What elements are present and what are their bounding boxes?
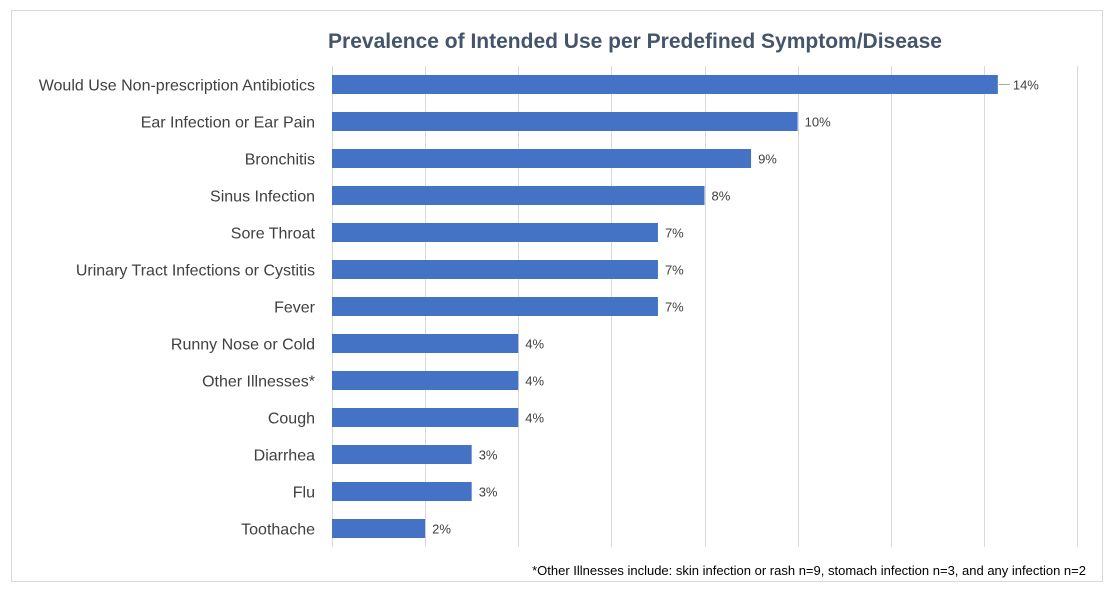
data-label: 8% bbox=[712, 189, 731, 204]
data-label: 7% bbox=[665, 300, 684, 315]
bar bbox=[332, 149, 752, 168]
data-label: 14% bbox=[1013, 78, 1039, 93]
data-label: 3% bbox=[479, 485, 498, 500]
bar bbox=[332, 260, 658, 279]
data-label: 4% bbox=[525, 411, 544, 426]
category-label: Fever bbox=[274, 300, 316, 317]
category-label: Sinus Infection bbox=[210, 189, 315, 206]
data-label: 7% bbox=[665, 226, 684, 241]
data-label: 4% bbox=[525, 374, 544, 389]
category-label: Flu bbox=[293, 485, 315, 502]
category-labels: Would Use Non-prescription Antibiotics Ea… bbox=[39, 78, 316, 539]
bar bbox=[332, 186, 705, 205]
category-label: Would Use Non-prescription Antibiotics bbox=[39, 78, 315, 95]
chart-title: Prevalence of Intended Use per Predefine… bbox=[328, 30, 942, 53]
bar bbox=[332, 482, 472, 501]
data-label: 7% bbox=[665, 263, 684, 278]
chart-frame bbox=[11, 10, 1103, 582]
bar bbox=[332, 297, 658, 316]
category-label: Runny Nose or Cold bbox=[171, 337, 315, 354]
bar bbox=[332, 445, 472, 464]
bar bbox=[332, 334, 519, 353]
gridlines bbox=[332, 66, 1078, 547]
bar bbox=[332, 519, 426, 538]
bar bbox=[332, 408, 519, 427]
data-labels: 14% 10% 9% 8% 7% 7% 7% 4% 4% 4% 3% 3% 2% bbox=[432, 78, 1039, 537]
category-label: Bronchitis bbox=[245, 152, 315, 169]
chart-footnote: *Other Illnesses include: skin infection… bbox=[532, 563, 1086, 578]
bar bbox=[332, 371, 519, 390]
bars bbox=[332, 75, 998, 538]
data-label: 3% bbox=[479, 448, 498, 463]
data-label: 4% bbox=[525, 337, 544, 352]
category-label: Cough bbox=[268, 411, 315, 428]
data-label: 9% bbox=[758, 152, 777, 167]
category-label: Other Illnesses* bbox=[202, 374, 315, 391]
bar bbox=[332, 223, 658, 242]
category-label: Toothache bbox=[241, 522, 315, 539]
bar bbox=[332, 112, 798, 131]
bar bbox=[332, 75, 998, 94]
category-label: Ear Infection or Ear Pain bbox=[141, 115, 315, 132]
data-label: 10% bbox=[805, 115, 831, 130]
data-label: 2% bbox=[432, 522, 451, 537]
category-label: Diarrhea bbox=[254, 448, 315, 465]
category-label: Sore Throat bbox=[231, 226, 316, 243]
category-label: Urinary Tract Infections or Cystitis bbox=[76, 263, 315, 280]
